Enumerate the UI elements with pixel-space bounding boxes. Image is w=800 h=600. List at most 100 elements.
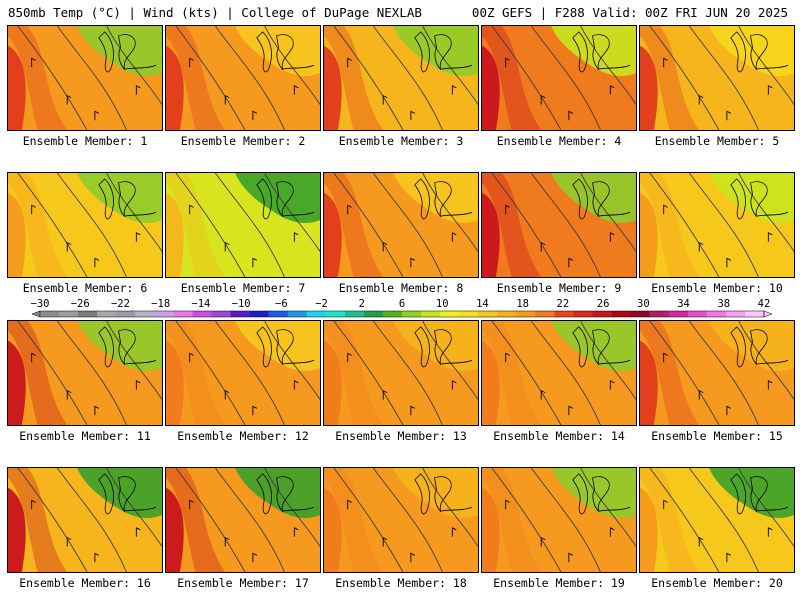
- colorbar-segment: [249, 311, 269, 317]
- colorbar-segment: [192, 311, 212, 317]
- colorbar-segment: [173, 311, 193, 317]
- colorbar-segment: [611, 311, 631, 317]
- colorbar-high-arrow: [763, 310, 773, 318]
- ensemble-member-label: Ensemble Member: 5: [654, 134, 780, 148]
- ensemble-member-label: Ensemble Member: 9: [496, 281, 622, 295]
- colorbar-tick-label: −6: [275, 298, 288, 310]
- ensemble-member-label: Ensemble Member: 7: [180, 281, 306, 295]
- ensemble-map-panel: [7, 320, 163, 426]
- colorbar-segment: [154, 311, 174, 317]
- colorbar-segment: [516, 311, 536, 317]
- colorbar-tick-label: 38: [717, 298, 730, 310]
- colorbar-segment: [211, 311, 231, 317]
- colorbar-segment: [554, 311, 574, 317]
- colorbar-tick-label: 6: [399, 298, 405, 310]
- ensemble-member-label: Ensemble Member: 10: [651, 281, 783, 295]
- colorbar-segment: [706, 311, 727, 317]
- colorbar-segment: [268, 311, 288, 317]
- colorbar-segment: [344, 311, 365, 317]
- colorbar-segment: [116, 311, 136, 317]
- ensemble-member-label: Ensemble Member: 17: [177, 576, 309, 590]
- ensemble-map-panel: [481, 320, 637, 426]
- ensemble-map-panel: [7, 25, 163, 131]
- colorbar-tick-label: −2: [315, 298, 328, 310]
- colorbar-segment: [478, 311, 498, 317]
- colorbar-segment: [40, 311, 60, 317]
- colorbar-segment: [402, 311, 422, 317]
- ensemble-member-label: Ensemble Member: 18: [335, 576, 467, 590]
- colorbar-segment: [421, 311, 441, 317]
- ensemble-map-panel: [639, 467, 795, 573]
- colorbar-tick-label: 34: [677, 298, 690, 310]
- colorbar-segment: [287, 311, 308, 317]
- colorbar-segment: [668, 311, 689, 317]
- colorbar-tick-label: −26: [71, 298, 90, 310]
- ensemble-member-label: Ensemble Member: 15: [651, 429, 783, 443]
- colorbar-segment: [306, 311, 327, 317]
- ensemble-map-panel: [165, 320, 321, 426]
- ensemble-member-label: Ensemble Member: 4: [496, 134, 622, 148]
- colorbar-segment: [382, 311, 403, 317]
- colorbar-segment: [573, 311, 593, 317]
- ensemble-map-panel: [481, 172, 637, 278]
- colorbar-tick-label: −14: [191, 298, 210, 310]
- colorbar-tick-label: −22: [111, 298, 130, 310]
- temperature-colorbar: −30 −26 −22 −18 −14 −10 −6 −2 2 6 10 14 18 22 26 30 34 38…: [31, 298, 773, 318]
- colorbar-segment: [649, 311, 670, 317]
- colorbar-segment: [630, 311, 650, 317]
- ensemble-member-label: Ensemble Member: 1: [22, 134, 148, 148]
- ensemble-member-label: Ensemble Member: 6: [22, 281, 148, 295]
- ensemble-map-panel: [165, 467, 321, 573]
- colorbar-tick-label: −18: [151, 298, 170, 310]
- colorbar-tick-label: 18: [516, 298, 529, 310]
- ensemble-member-label: Ensemble Member: 16: [19, 576, 151, 590]
- ensemble-map-panel: [481, 25, 637, 131]
- colorbar-tick-label: −30: [31, 298, 50, 310]
- ensemble-member-label: Ensemble Member: 3: [338, 134, 464, 148]
- ensemble-map-panel: [639, 25, 795, 131]
- colorbar-segment: [135, 311, 155, 317]
- colorbar-tick-label: 2: [359, 298, 365, 310]
- ensemble-member-label: Ensemble Member: 19: [493, 576, 625, 590]
- ensemble-member-label: Ensemble Member: 14: [493, 429, 625, 443]
- ensemble-map-panel: [323, 467, 479, 573]
- colorbar-segment: [363, 311, 384, 317]
- colorbar-segment: [459, 311, 479, 317]
- colorbar-segment: [535, 311, 555, 317]
- colorbar-low-arrow: [31, 310, 41, 318]
- ensemble-map-panel: [7, 172, 163, 278]
- ensemble-member-label: Ensemble Member: 20: [651, 576, 783, 590]
- colorbar-segment: [325, 311, 346, 317]
- ensemble-map-panel: [639, 172, 795, 278]
- ensemble-member-label: Ensemble Member: 2: [180, 134, 306, 148]
- colorbar-segment: [440, 311, 460, 317]
- ensemble-member-label: Ensemble Member: 13: [335, 429, 467, 443]
- ensemble-map-panel: [165, 172, 321, 278]
- ensemble-map-panel: [7, 467, 163, 573]
- colorbar-segment: [97, 311, 117, 317]
- ensemble-member-label: Ensemble Member: 8: [338, 281, 464, 295]
- colorbar-segment: [687, 311, 708, 317]
- run-valid-time: 00Z GEFS | F288 Valid: 00Z FRI JUN 20 20…: [471, 5, 788, 20]
- ensemble-map-panel: [165, 25, 321, 131]
- colorbar-segment: [230, 311, 250, 317]
- colorbar-tick-label: 42: [758, 298, 771, 310]
- colorbar-tick-label: 30: [637, 298, 650, 310]
- ensemble-member-label: Ensemble Member: 11: [19, 429, 151, 443]
- ensemble-member-label: Ensemble Member: 12: [177, 429, 309, 443]
- colorbar-segment: [744, 311, 765, 317]
- chart-title: 850mb Temp (°C) | Wind (kts) | College o…: [8, 5, 422, 20]
- ensemble-map-panel: [323, 25, 479, 131]
- colorbar-tick-label: 22: [557, 298, 570, 310]
- ensemble-map-panel: [323, 320, 479, 426]
- colorbar-segment: [725, 311, 746, 317]
- colorbar-tick-label: 26: [597, 298, 610, 310]
- colorbar-segment: [59, 311, 79, 317]
- ensemble-map-panel: [481, 467, 637, 573]
- colorbar-segment: [497, 311, 517, 317]
- ensemble-map-panel: [639, 320, 795, 426]
- colorbar-tick-label: 14: [476, 298, 489, 310]
- colorbar-tick-label: 10: [436, 298, 449, 310]
- colorbar-tick-label: −10: [232, 298, 251, 310]
- colorbar-segment: [78, 311, 98, 317]
